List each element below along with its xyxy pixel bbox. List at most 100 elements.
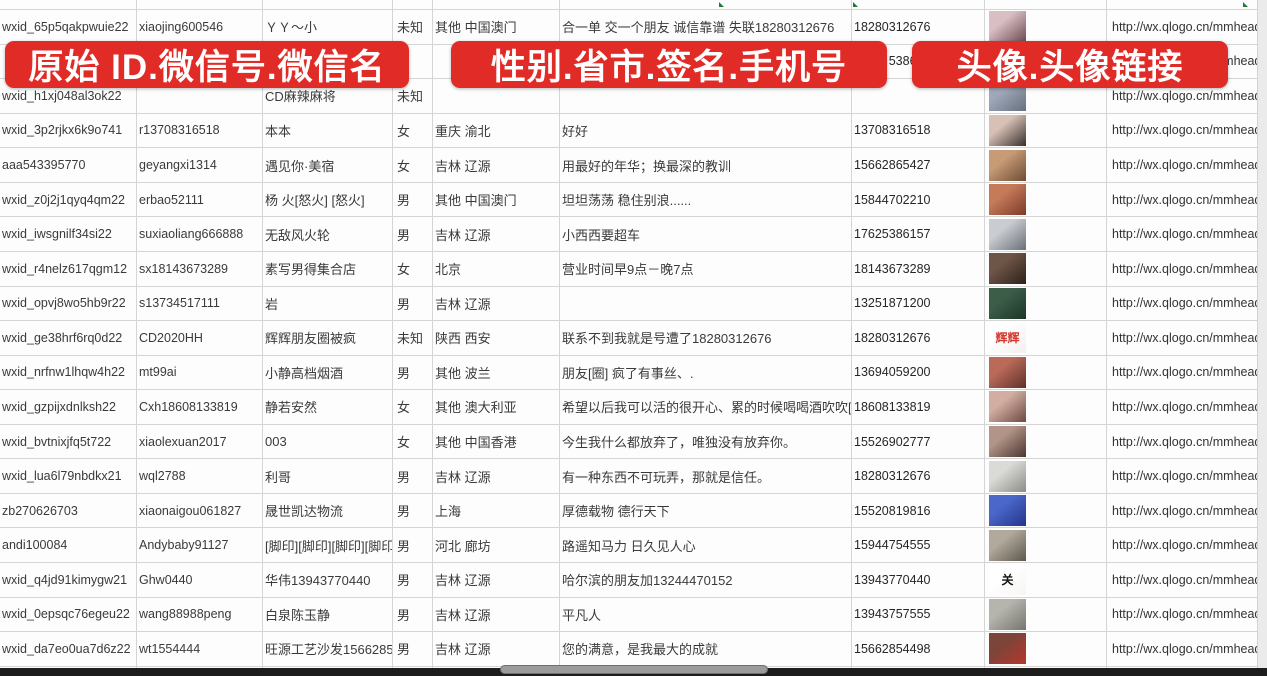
cell-avatar[interactable]	[985, 10, 1107, 44]
avatar-image[interactable]: 关	[989, 564, 1026, 596]
cell-avatar-url[interactable]: http://wx.qlogo.cn/mmhead	[1112, 399, 1262, 414]
cell-phone[interactable]: 15520819816	[852, 493, 985, 528]
cell-signature[interactable]: 路遥知马力 日久见人心	[560, 528, 852, 562]
table-row[interactable]: wxid_z0j2j1qyq4qm22 erbao52111 杨 火[怒火] […	[0, 182, 1267, 218]
cell-wechat-name[interactable]: 静若安然	[263, 390, 393, 424]
cell-gender[interactable]: 男	[393, 355, 433, 390]
table-row[interactable]: wxid_3p2rjkx6k9o741 r13708316518 本本 女 重庆…	[0, 113, 1267, 149]
cell-wechat-name[interactable]: 华伟13943770440	[263, 563, 393, 597]
table-row[interactable]: wxid_q4jd91kimygw21 Ghw0440 华伟1394377044…	[0, 563, 1267, 598]
cell-avatar-url[interactable]: http://wx.qlogo.cn/mmhead	[1112, 88, 1262, 103]
avatar-image[interactable]	[989, 287, 1026, 319]
cell-gender[interactable]: 未知	[393, 321, 433, 355]
cell-wechat-id[interactable]: erbao52111	[137, 182, 263, 217]
cell-signature[interactable]: 您的满意，是我最大的成就	[560, 632, 852, 666]
cell-original-id[interactable]: wxid_65p5qakpwuie22	[0, 10, 137, 44]
cell-avatar-url[interactable]: http://wx.qlogo.cn/mmhead	[1112, 469, 1262, 484]
table-row[interactable]: wxid_r4nelz617qgm12 sx18143673289 素写男得集合…	[0, 251, 1267, 287]
cell-original-id[interactable]: aaa543395770	[0, 148, 137, 182]
cell-wechat-name[interactable]: ＹＹ～小	[263, 10, 393, 44]
table-row[interactable]: wxid_opvj8wo5hb9r22 s13734517111 岩 男 吉林 …	[0, 286, 1267, 322]
avatar-image[interactable]	[989, 356, 1026, 388]
cell-original-id[interactable]: wxid_q4jd91kimygw21	[0, 563, 137, 597]
cell-gender[interactable]: 女	[393, 424, 433, 459]
cell-province[interactable]: 吉林 辽源	[433, 217, 560, 251]
cell-avatar-url[interactable]: http://wx.qlogo.cn/mmhead	[1112, 365, 1262, 380]
cell-wechat-id[interactable]: xiaojing600546	[137, 10, 263, 44]
cell-wechat-name[interactable]: 无敌风火轮	[263, 217, 393, 251]
cell-province[interactable]: 吉林 辽源	[433, 459, 560, 493]
table-row[interactable]: andi100084 Andybaby91127 [脚印][脚印][脚印][脚印…	[0, 528, 1267, 563]
cell-wechat-id[interactable]: CD2020HH	[137, 321, 263, 355]
cell-signature[interactable]: 希望以后我可以活的很开心、累的时候喝喝酒吹吹[	[560, 390, 852, 424]
cell-avatar-url[interactable]: http://wx.qlogo.cn/mmhead	[1112, 19, 1262, 34]
cell-signature[interactable]: 平凡人	[560, 597, 852, 632]
cell-province[interactable]: 陕西 西安	[433, 321, 560, 355]
avatar-image[interactable]	[989, 426, 1026, 458]
cell-gender[interactable]: 女	[393, 113, 433, 148]
cell-avatar[interactable]: 辉辉	[985, 321, 1107, 355]
avatar-image[interactable]	[989, 11, 1026, 43]
cell-phone[interactable]: 13694059200	[852, 355, 985, 390]
cell-province[interactable]: 重庆 渝北	[433, 113, 560, 148]
cell-gender[interactable]	[393, 44, 433, 79]
cell[interactable]	[852, 0, 985, 9]
cell-wechat-name[interactable]: 利哥	[263, 459, 393, 493]
cell-wechat-name[interactable]: CD麻辣麻将	[263, 79, 393, 113]
cell-province[interactable]: 北京	[433, 251, 560, 286]
cell-phone[interactable]: 13251871200	[852, 286, 985, 321]
cell-province[interactable]: 上海	[433, 493, 560, 528]
cell-phone[interactable]: 18280312676	[852, 459, 985, 493]
cell-wechat-name[interactable]: 晟世凯达物流	[263, 493, 393, 528]
cell-avatar-url[interactable]: http://wx.qlogo.cn/mmhead	[1112, 607, 1262, 622]
table-row[interactable]: wxid_da7eo0ua7d6z22 wt1554444 旺源工艺沙发1566…	[0, 632, 1267, 667]
cell-avatar-url[interactable]: http://wx.qlogo.cn/mmhead	[1112, 538, 1262, 553]
cell-wechat-id[interactable]: xiaolexuan2017	[137, 424, 263, 459]
avatar-image[interactable]	[989, 149, 1026, 181]
cell-gender[interactable]: 男	[393, 182, 433, 217]
cell-gender[interactable]: 男	[393, 632, 433, 666]
cell-province[interactable]: 吉林 辽源	[433, 563, 560, 597]
cell-gender[interactable]: 未知	[393, 79, 433, 113]
cell-phone[interactable]: 13943770440	[852, 563, 985, 597]
cell-signature[interactable]: 好好	[560, 113, 852, 148]
cell[interactable]	[137, 0, 263, 9]
cell-province[interactable]: 其他 中国香港	[433, 424, 560, 459]
cell-original-id[interactable]: wxid_lua6l79nbdkx21	[0, 459, 137, 493]
table-row[interactable]: wxid_iwsgnilf34si22 suxiaoliang666888 无敌…	[0, 217, 1267, 252]
cell-avatar-url[interactable]: http://wx.qlogo.cn/mmhead	[1112, 192, 1262, 207]
cell-signature[interactable]: 今生我什么都放弃了，唯独没有放弃你。	[560, 424, 852, 459]
cell-wechat-name[interactable]: 小静高档烟酒	[263, 355, 393, 390]
cell-gender[interactable]: 女	[393, 148, 433, 182]
cell-avatar[interactable]	[985, 390, 1107, 424]
cell-gender[interactable]: 男	[393, 459, 433, 493]
cell-avatar[interactable]	[985, 355, 1107, 390]
cell-original-id[interactable]: wxid_r4nelz617qgm12	[0, 251, 137, 286]
cell-province[interactable]: 河北 廊坊	[433, 528, 560, 562]
cell-phone[interactable]: 13708316518	[852, 113, 985, 148]
cell-wechat-name[interactable]: 杨 火[怒火] [怒火]	[263, 182, 393, 217]
cell-wechat-id[interactable]: mt99ai	[137, 355, 263, 390]
avatar-image[interactable]	[989, 495, 1026, 527]
cell-province[interactable]: 其他 澳大利亚	[433, 390, 560, 424]
avatar-image[interactable]	[989, 184, 1026, 216]
cell-wechat-name[interactable]: 旺源工艺沙发15662854	[263, 632, 393, 666]
cell[interactable]	[985, 0, 1107, 9]
cell-phone[interactable]: 15526902777	[852, 424, 985, 459]
cell[interactable]	[0, 0, 137, 9]
cell-wechat-name[interactable]: 岩	[263, 286, 393, 321]
cell-avatar-url[interactable]: http://wx.qlogo.cn/mmhead	[1112, 227, 1262, 242]
cell-province[interactable]: 其他 中国澳门	[433, 182, 560, 217]
cell-province[interactable]: 其他 波兰	[433, 355, 560, 390]
cell-province[interactable]: 吉林 辽源	[433, 597, 560, 632]
cell-phone[interactable]: 17625386157	[852, 217, 985, 251]
cell[interactable]	[263, 0, 393, 9]
table-row[interactable]: wxid_nrfnw1lhqw4h22 mt99ai 小静高档烟酒 男 其他 波…	[0, 355, 1267, 391]
vertical-scrollbar[interactable]	[1257, 0, 1267, 676]
horizontal-scrollbar-thumb[interactable]	[500, 665, 768, 674]
cell-avatar[interactable]	[985, 424, 1107, 459]
table-row[interactable]: wxid_h1xj048al3ok22 CD麻辣麻将 未知 http://wx.…	[0, 79, 1267, 114]
table-row[interactable]: wxid_gzpijxdnlksh22 Cxh18608133819 静若安然 …	[0, 390, 1267, 425]
avatar-image[interactable]	[989, 253, 1026, 285]
cell-phone[interactable]: 18280312676	[852, 10, 985, 44]
